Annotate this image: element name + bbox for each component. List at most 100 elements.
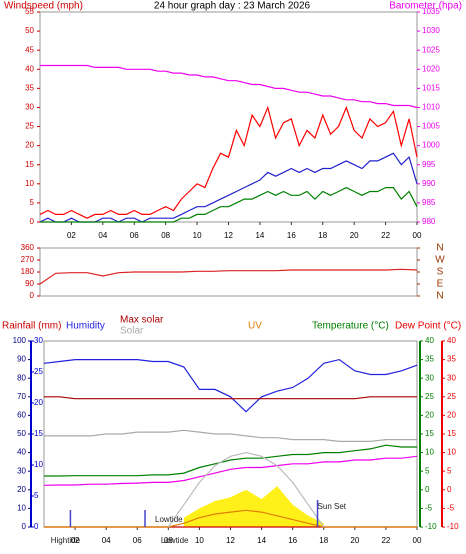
x-tick-label: 02 <box>71 536 80 545</box>
x-tick-label: 18 <box>318 231 327 240</box>
y-tick-label: 70 <box>17 392 26 401</box>
legend-label: Humidity <box>66 321 105 332</box>
line-series <box>43 455 418 486</box>
y-tick-label: 1000 <box>422 141 440 150</box>
chart-title: 24 hour graph day : 23 March 2026 <box>154 1 311 12</box>
line-series <box>167 451 325 528</box>
y-tick-label: 5 <box>447 466 452 475</box>
y-tick-label: 10 <box>425 448 434 457</box>
x-tick-label: 14 <box>255 231 264 240</box>
y-tick-label: 0 <box>30 291 35 300</box>
x-tick-label: 10 <box>195 536 204 545</box>
y-tick-label: 30 <box>25 103 34 112</box>
line-series <box>40 64 418 109</box>
y-tick-label: 45 <box>25 45 34 54</box>
y-tick-label: -5 <box>425 504 433 513</box>
y-tick-label: 60 <box>17 411 26 420</box>
y-tick-label: 30 <box>17 466 26 475</box>
y-tick-label: -5 <box>447 504 455 513</box>
y-tick-label: 40 <box>17 448 26 457</box>
y-tick-label: -10 <box>447 522 459 531</box>
y2-axis-label: Barometer (hpa) <box>389 1 462 12</box>
x-tick-label: 16 <box>287 231 296 240</box>
y-tick-label: 20 <box>17 485 26 494</box>
annotation: Hightide <box>51 536 81 545</box>
y-tick-label: 80 <box>17 373 26 382</box>
x-tick-label: 04 <box>102 536 111 545</box>
legend-label: UV <box>248 321 262 332</box>
y-tick-label: 30 <box>447 373 456 382</box>
y-tick-label: 5 <box>34 491 39 500</box>
x-tick-label: 18 <box>319 536 328 545</box>
x-tick-label: 16 <box>288 536 297 545</box>
y-tick-label: 40 <box>447 336 456 345</box>
x-tick-label: 14 <box>257 536 266 545</box>
line-series <box>44 444 417 477</box>
y-tick-label: 50 <box>17 429 26 438</box>
legend-label: Temperature (°C) <box>312 321 389 332</box>
y-tick-label: 25 <box>34 367 43 376</box>
y-tick-label: 10 <box>25 179 34 188</box>
y-tick-label: 0 <box>425 485 430 494</box>
x-tick-label: 12 <box>224 231 233 240</box>
y-tick-label: 10 <box>447 448 456 457</box>
y-tick-label: 90 <box>17 355 26 364</box>
line-series <box>40 186 418 223</box>
y-tick-label: 360 <box>21 243 35 252</box>
y-tick-label: 25 <box>425 392 434 401</box>
line-series <box>39 268 418 285</box>
annotation: Lowtide <box>155 515 183 524</box>
legend-label: Solar <box>120 326 144 337</box>
y-tick-label: 30 <box>34 336 43 345</box>
y-tick-label: 10 <box>34 460 43 469</box>
x-tick-label: 06 <box>130 231 139 240</box>
y-tick-label: N <box>436 243 443 254</box>
y-tick-label: 20 <box>25 141 34 150</box>
y-tick-label: 270 <box>21 255 35 264</box>
y-tick-label: 0 <box>34 522 39 531</box>
x-tick-label: 20 <box>350 231 359 240</box>
y-tick-label: 20 <box>447 411 456 420</box>
y-tick-label: 1030 <box>422 26 440 35</box>
x-tick-label: 04 <box>98 231 107 240</box>
y-tick-label: 35 <box>447 355 456 364</box>
y-tick-label: 20 <box>34 398 43 407</box>
x-tick-label: 06 <box>133 536 142 545</box>
y-tick-label: 995 <box>422 160 436 169</box>
x-tick-label: 20 <box>350 536 359 545</box>
y-tick-label: 30 <box>425 373 434 382</box>
annotation: Sun Set <box>318 502 347 511</box>
x-tick-label: 10 <box>193 231 202 240</box>
x-tick-label: 02 <box>67 231 76 240</box>
line-series <box>44 429 417 442</box>
y-tick-label: 1020 <box>422 64 440 73</box>
line-series <box>39 152 418 223</box>
y-tick-label: W <box>435 255 445 266</box>
y-tick-label: 15 <box>425 429 434 438</box>
y-tick-label: 55 <box>25 7 34 16</box>
line-series <box>44 509 417 528</box>
line-series <box>43 358 418 413</box>
y-tick-label: 15 <box>34 429 43 438</box>
y-tick-label: S <box>437 267 444 278</box>
y-tick-label: 0 <box>22 522 27 531</box>
y-tick-label: -10 <box>425 522 437 531</box>
x-tick-label: 08 <box>164 536 173 545</box>
y-tick-label: 35 <box>425 355 434 364</box>
legend-label: Dew Point (°C) <box>395 321 461 332</box>
line-series <box>44 396 417 400</box>
y-tick-label: 25 <box>447 392 456 401</box>
x-tick-label: 08 <box>161 231 170 240</box>
y-tick-label: 0 <box>30 217 35 226</box>
y-tick-label: 1035 <box>422 7 440 16</box>
y-tick-label: 5 <box>30 198 35 207</box>
legend-label: Rainfall (mm) <box>2 321 61 332</box>
x-tick-label: 22 <box>381 536 390 545</box>
y-tick-label: 40 <box>25 64 34 73</box>
area <box>183 486 324 527</box>
y-tick-label: 25 <box>25 122 34 131</box>
line-series <box>39 105 418 219</box>
x-tick-label: 12 <box>226 536 235 545</box>
